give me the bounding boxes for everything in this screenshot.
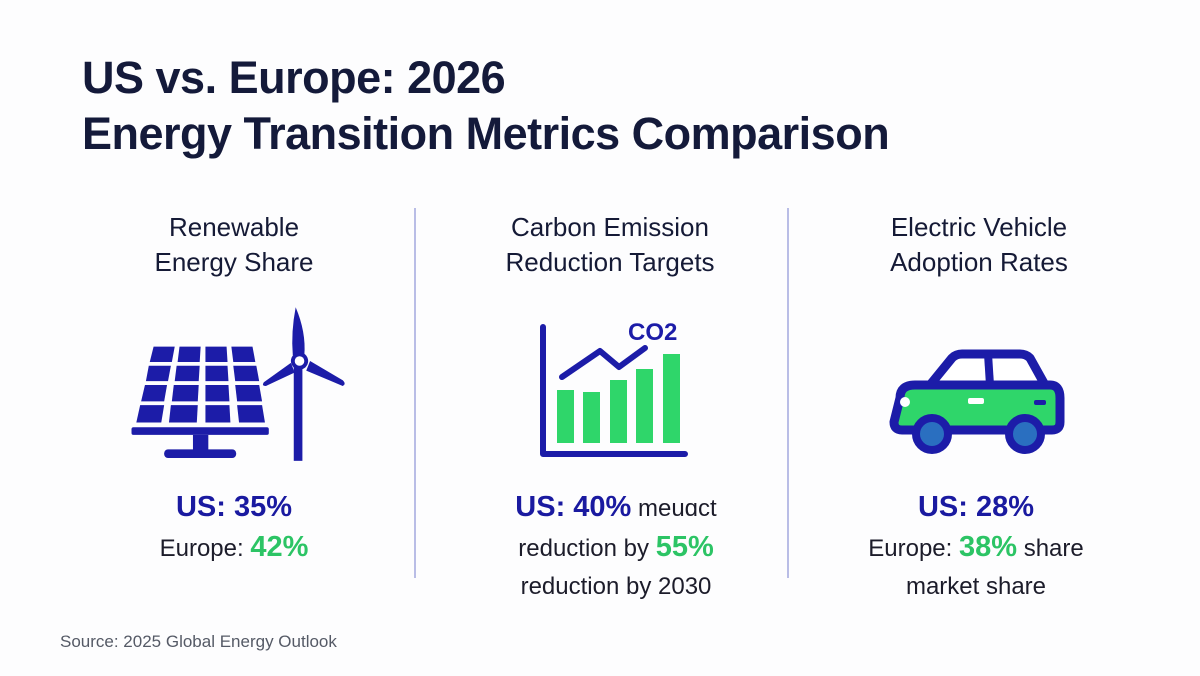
carbon-heading: Carbon Emission Reduction Targets [460,210,760,280]
icon-bar [557,390,574,443]
co2-bar-chart-icon: CO2 [540,319,688,457]
reduction-year: reduction by 2030 [520,573,712,600]
heading-line: Reduction Targets [505,247,715,277]
ev-heading: Electric Vehicle Adoption Rates [829,210,1129,280]
us-value: US: 40% [515,491,632,523]
europe-value: 55% [655,531,714,563]
us-suffix: meuɑct [631,495,717,522]
icon-bar [610,380,627,443]
europe-label: Europe: [868,535,959,562]
column-divider [414,208,416,578]
icon-bar [583,392,600,443]
heading-line: Adoption Rates [890,247,1068,277]
icon-bar [636,369,653,443]
heading-line: Carbon Emission [511,212,709,242]
ev-stats: US: 28% Europe: 38% share market share [806,488,1146,606]
solar-panel-wind-turbine-icon [131,307,345,461]
heading-line: Energy Share [154,247,314,277]
us-value: US: 35% [175,491,293,523]
page-title: US vs. Europe: 2026 Energy Transition Me… [82,50,890,162]
car-icon [889,349,1065,454]
carbon-stats: US: 40% meuɑct reduction by 55% reductio… [446,488,786,606]
renewable-heading: Renewable Energy Share [84,210,384,280]
market-share-label: market share [905,573,1047,600]
europe-value: 42% [250,531,309,563]
europe-label: Europe: [159,535,251,562]
europe-value: 38% [958,531,1018,563]
co2-label: CO2 [628,319,677,346]
europe-suffix: share [1017,535,1084,562]
us-value: US: 28% [917,491,1035,523]
reduction-label: reduction by [518,535,656,562]
renewable-stats: US: 35% Europe: 42% [64,488,404,568]
heading-line: Renewable [168,212,300,242]
source-note: Source: 2025 Global Energy Outlook [60,632,337,651]
heading-line: Electric Vehicle [890,212,1068,242]
column-divider [787,208,789,578]
title-line-2: Energy Transition Metrics Comparison [82,108,890,159]
icon-bar [663,354,680,443]
title-line-1: US vs. Europe: 2026 [82,52,506,103]
